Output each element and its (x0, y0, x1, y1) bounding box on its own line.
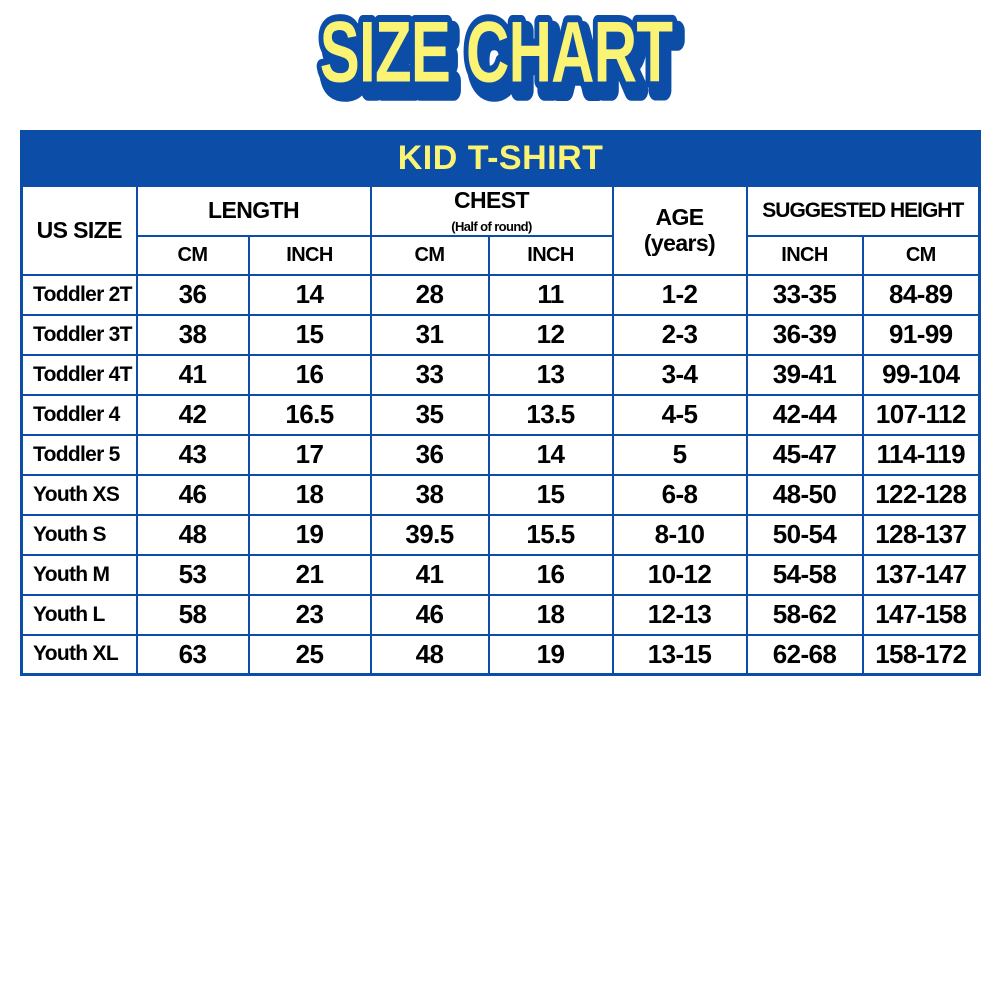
svg-text:SIZE CHART: SIZE CHART (320, 4, 673, 100)
